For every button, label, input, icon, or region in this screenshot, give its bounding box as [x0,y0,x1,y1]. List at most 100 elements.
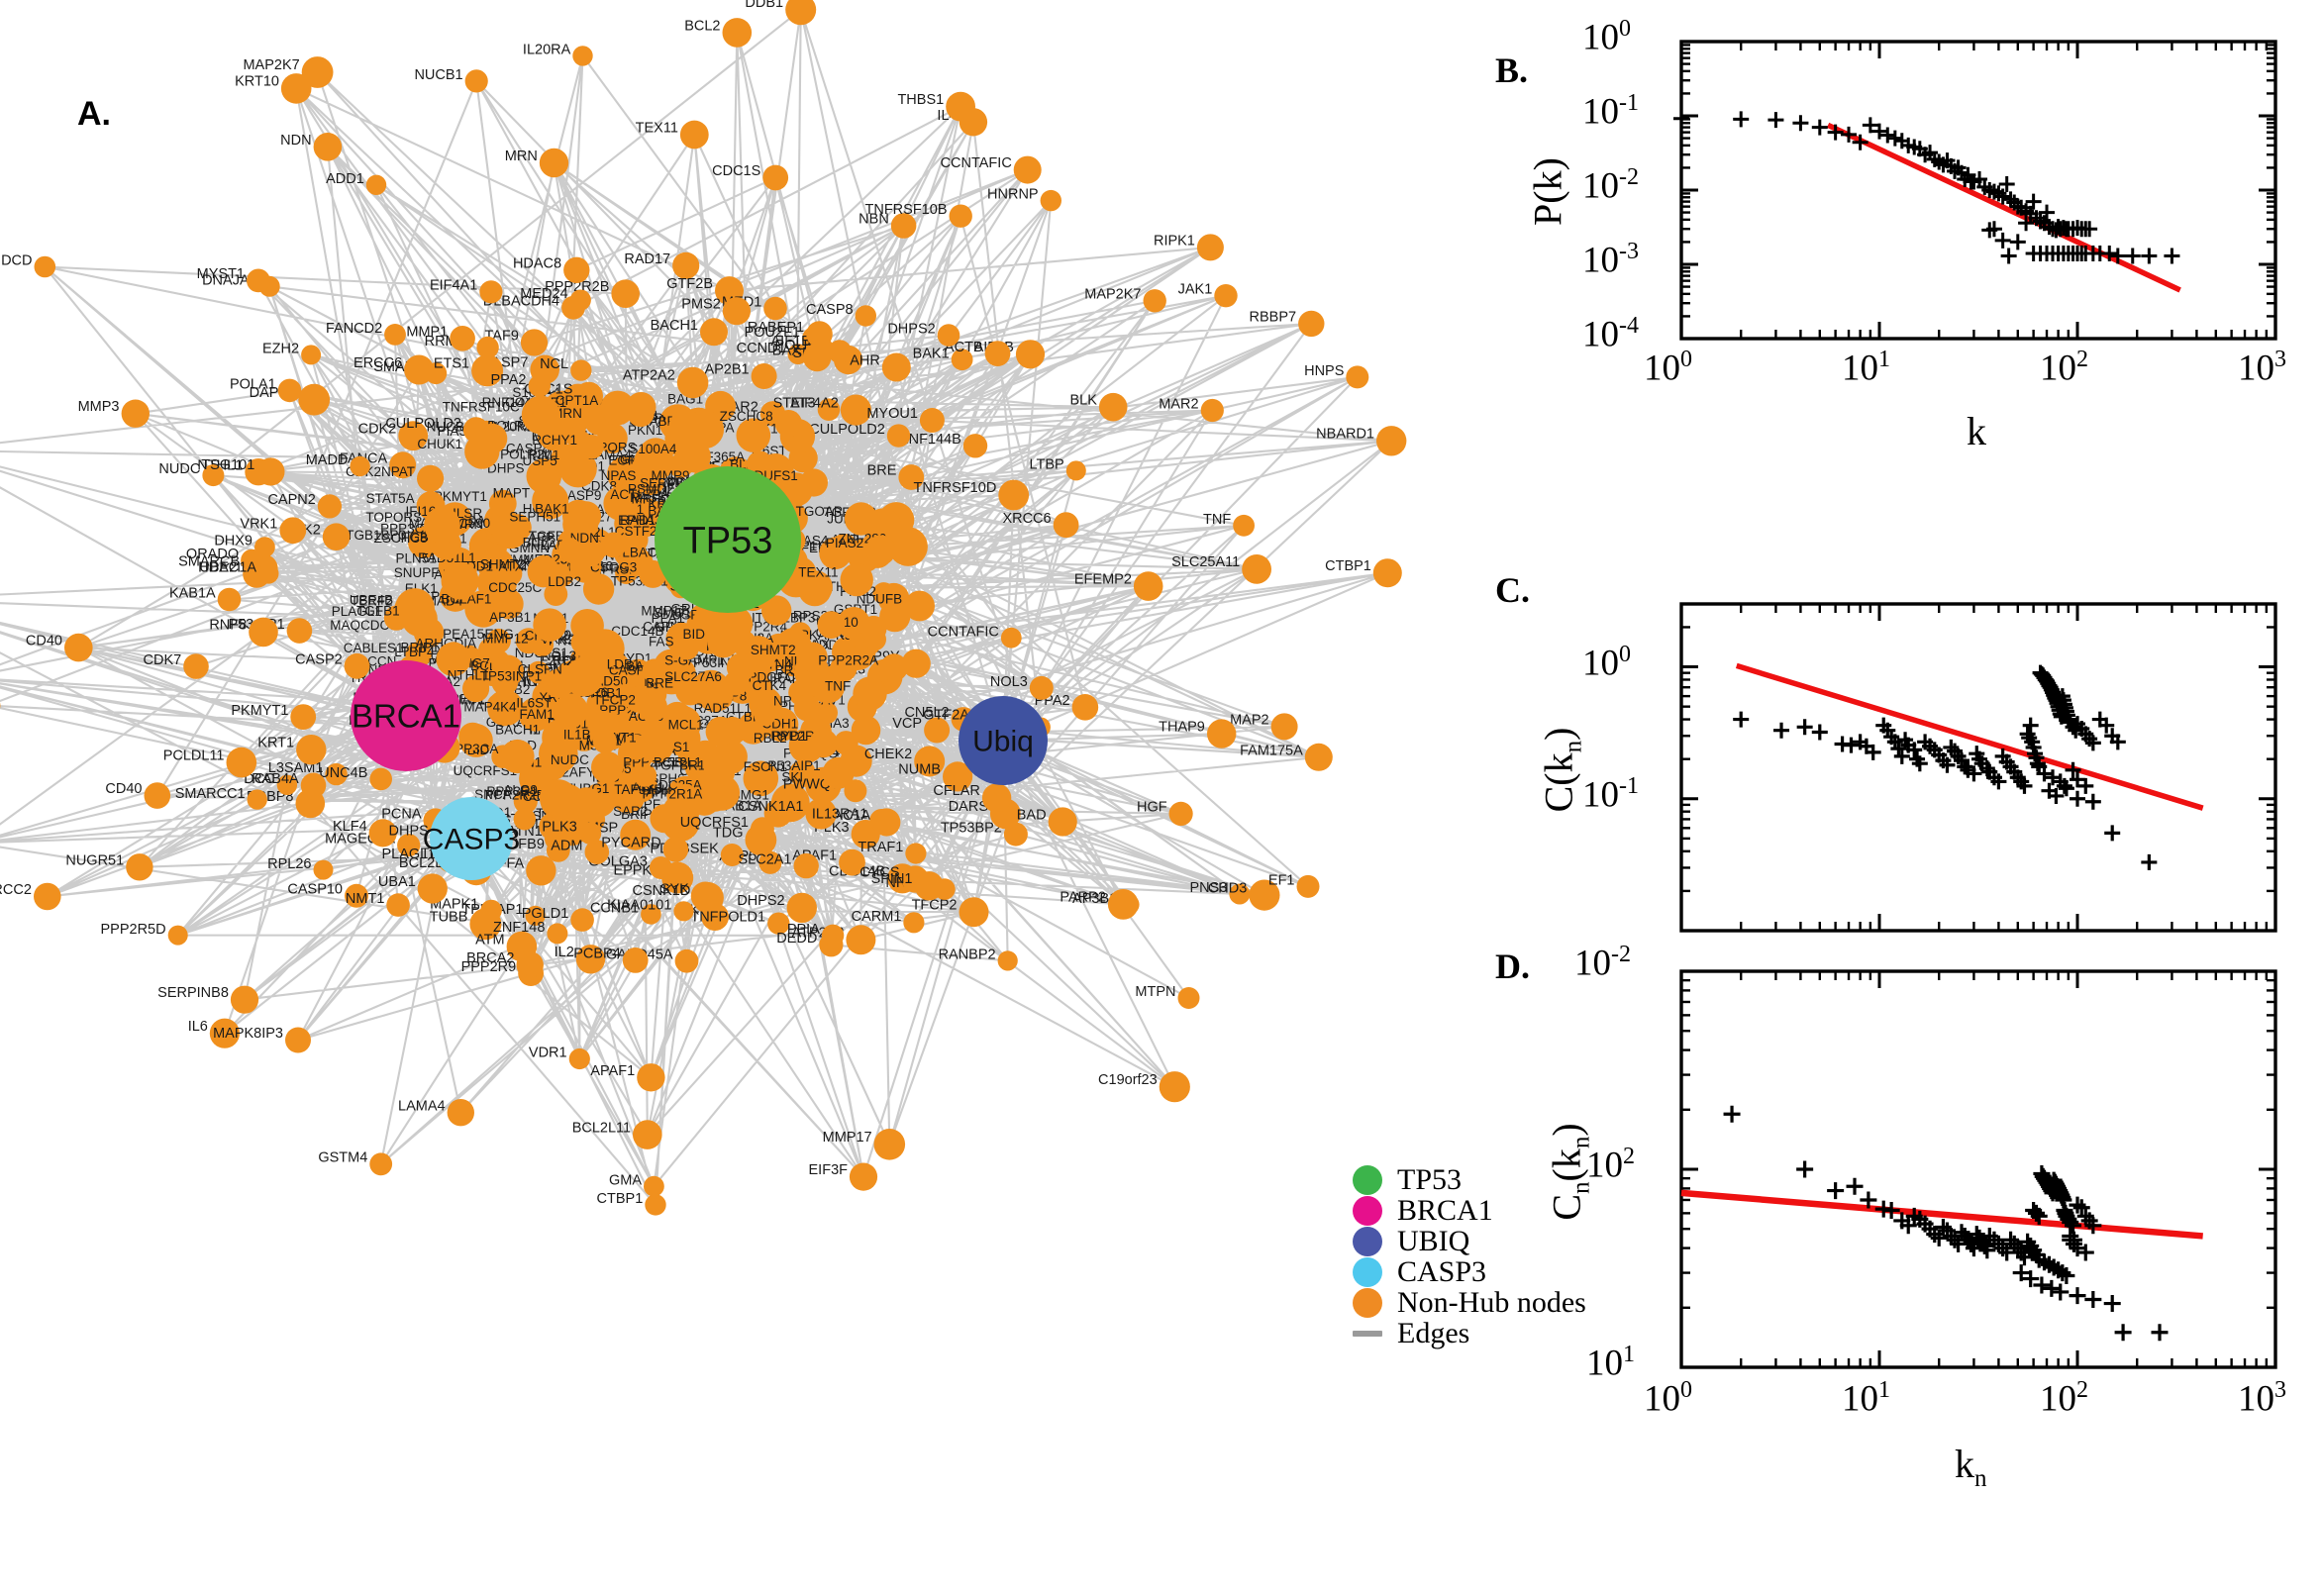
network-node[interactable]: SERPINB8 [157,985,259,1014]
network-node[interactable]: LDB1 [607,656,666,683]
network-node[interactable]: TP53BP2 [941,820,1028,847]
network-node[interactable]: BAD [1017,807,1077,837]
network-node[interactable]: MMP17 [823,1129,906,1160]
network-node[interactable]: DCC [244,771,298,795]
network-node[interactable]: MYST1 [197,266,270,293]
network-node[interactable]: TGFB1 [356,600,438,638]
network-node[interactable]: C19orf23 [1098,1071,1190,1103]
network-node[interactable]: FAS [649,635,699,660]
network-node[interactable]: RIPK1 [1154,233,1224,261]
network-node[interactable]: RNF144B [898,432,988,458]
network-node[interactable]: TUBB [430,908,502,941]
network-node[interactable]: TFCP2 [593,692,667,723]
network-node[interactable]: DCD [1,253,56,278]
network-node[interactable]: PCLDL11 [163,747,257,778]
network-node[interactable]: CLSPN [518,657,604,697]
network-node[interactable]: ALG9 [503,779,577,817]
network-node[interactable]: NDN [570,531,627,558]
network-node[interactable]: GSTM4 [318,1150,393,1176]
network-node[interactable]: EIF4A2 [790,394,872,426]
network-node[interactable]: ZSCHC8 [720,409,802,438]
network-node[interactable]: CHUK1 [417,434,500,469]
network-node[interactable]: MMP1 [406,325,475,351]
network-node[interactable]: KAB1A [169,585,242,612]
network-node[interactable]: NBN [858,212,917,239]
network-node[interactable]: BCL2L11 [572,1120,662,1149]
network-node[interactable]: IL13RA1 [812,807,893,833]
network-node[interactable]: KLF4 [333,819,397,848]
network-node[interactable]: AP3B1 [489,608,566,642]
network-node[interactable]: GMA [609,1172,664,1197]
network-node[interactable]: MAP4K4 [463,697,554,732]
network-node[interactable]: PMS2 [681,297,752,326]
network-node[interactable]: CDK7 [144,652,209,679]
network-node[interactable]: BCL2L1 [654,755,731,783]
network-node[interactable]: LAMA4 [398,1098,474,1127]
network-node[interactable]: P53AIP1 [767,756,855,789]
network-node[interactable]: DHPS2 [737,892,817,924]
network-node[interactable]: TNF [825,676,887,711]
network-node[interactable]: CASP9 [557,485,639,521]
network-node[interactable]: TNFPOLD1 [690,910,790,935]
network-node[interactable]: CCNTAFIC [928,624,1022,648]
network-node[interactable]: XRCC6 [1002,511,1079,539]
network-node[interactable]: TGOAP [796,502,878,536]
network-node[interactable]: MMP3 [78,399,150,428]
network-node[interactable]: VCP [892,716,951,744]
network-node[interactable]: TNF [1203,512,1255,537]
network-node[interactable]: SNUPF [394,561,479,600]
network-hub-brca1[interactable]: BRCA1 [351,660,461,771]
network-node[interactable]: IL20RA [523,43,593,66]
network-hub-ubiq[interactable]: Ubiq [959,696,1048,785]
network-node[interactable]: CFLAR [933,783,1012,813]
network-node[interactable]: RBBP7 [1250,310,1325,338]
network-node[interactable]: PPP2R2A [818,653,908,682]
network-node[interactable]: PKMYT1 [231,703,317,730]
network-node[interactable]: MYOU1 [866,406,945,433]
network-node[interactable]: HDAC1A [198,560,279,584]
network-node[interactable]: THAP9 [1159,719,1237,748]
network-node[interactable]: CCND1 [737,341,809,365]
network-node[interactable]: RABEP1 [748,320,833,348]
network-node[interactable]: CHD3 [1208,879,1280,911]
network-node[interactable]: CD40 [105,781,171,809]
network-node[interactable]: S100A4 [629,440,711,473]
network-node[interactable]: PNS3 [1190,880,1251,905]
network-node[interactable]: MCL1 [668,716,736,748]
network-node[interactable]: EF1 [1268,872,1320,898]
network-hub-casp3[interactable]: CASP3 [423,797,520,880]
network-node[interactable]: VDR1 [529,1046,590,1070]
network-node[interactable]: NTHL1 [448,668,519,696]
network-node[interactable]: AHR [850,352,911,382]
network-node[interactable]: CD40 [26,634,93,662]
network-node[interactable]: RNF8 [209,617,278,648]
network-node[interactable]: VRK1 [240,516,307,545]
network-node[interactable]: JAK1 [1178,282,1238,308]
network-node[interactable]: CASP10 [287,882,368,908]
network-node[interactable]: IL2 [555,945,606,974]
network-node[interactable]: CULPOLD2 [385,416,489,444]
network-node[interactable]: HNRNP [987,187,1062,212]
network-node[interactable]: MED24 [520,286,591,311]
network-node[interactable]: MAPK8IP3 [213,1026,311,1053]
network-node[interactable]: MTPN [1135,984,1200,1009]
network-node[interactable]: BCL2 [684,18,753,48]
network-node[interactable]: ERCC6 [354,354,435,385]
network-node[interactable]: NBARD1 [1316,426,1407,456]
network-node[interactable]: TFCP2 [912,897,989,928]
network-node[interactable]: IL1B [563,727,617,753]
network-node[interactable]: CSGG3 [590,559,667,588]
network-node[interactable]: CCNB1 [590,901,661,925]
network-node[interactable]: LDB2 [548,573,615,605]
network-node[interactable]: IL6ST [516,693,588,728]
network-node[interactable]: EFEMP2 [1074,571,1163,601]
network-node[interactable]: BAK1 [535,501,602,532]
network-node[interactable]: MRN [505,148,569,178]
network-node[interactable]: BLK [1069,393,1128,422]
network-node[interactable]: ZNF280 [839,527,928,566]
network-node[interactable]: PPA2 [490,372,551,397]
network-node[interactable]: CDC1S [712,163,789,191]
network-node[interactable]: ZNF148 [493,920,568,945]
network-node[interactable]: FANCD2 [326,321,406,346]
network-node[interactable]: AP2B1 [704,362,777,389]
